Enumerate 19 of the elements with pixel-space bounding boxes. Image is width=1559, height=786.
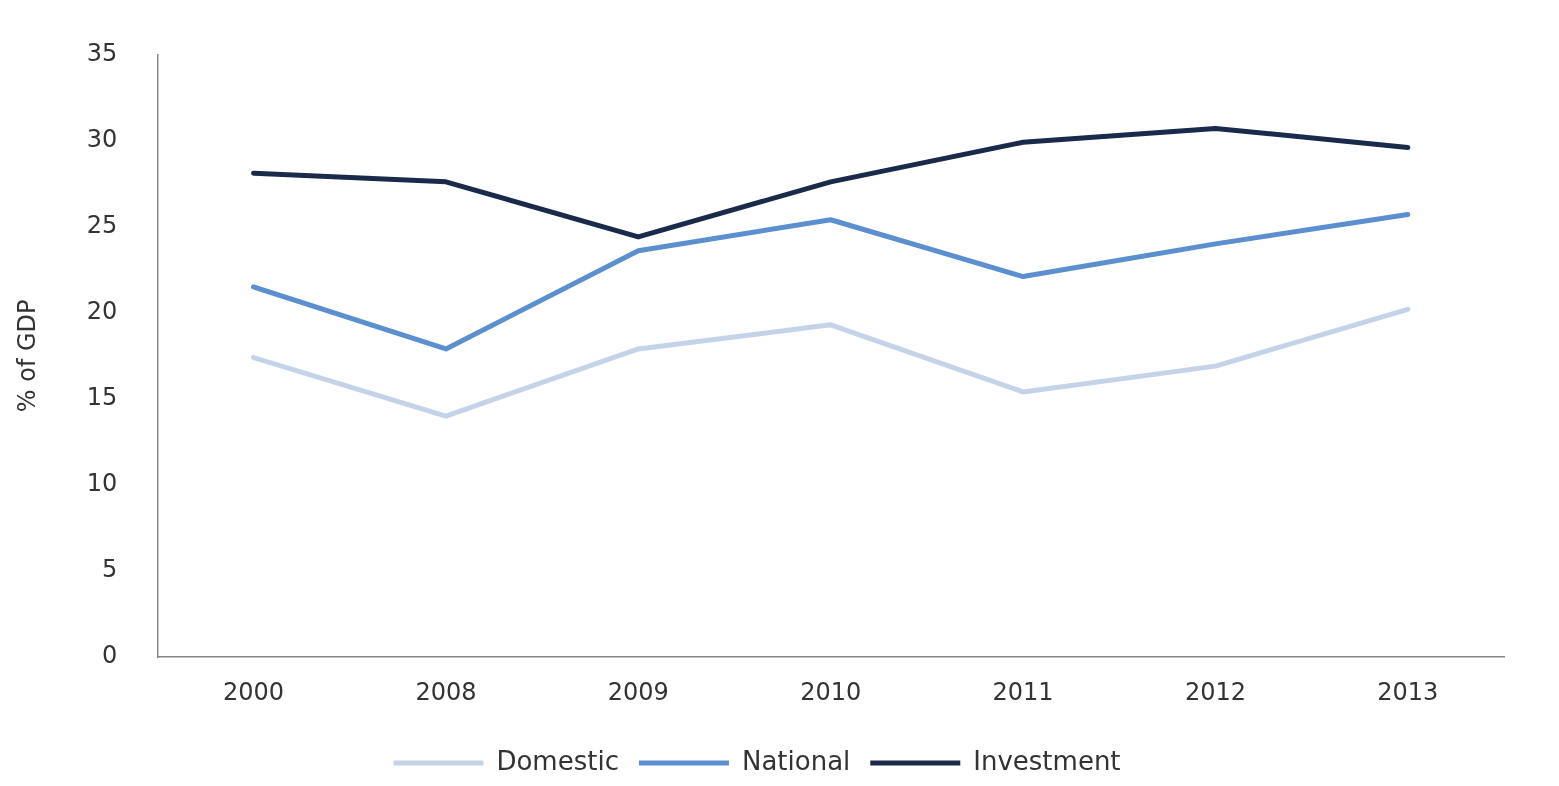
x-tick-label: 2010 (800, 677, 862, 706)
y-tick-label: 10 (86, 469, 118, 498)
y-tick-label: 35 (86, 38, 118, 67)
legend-label: Investment (973, 745, 1121, 776)
y-tick-label: 20 (86, 296, 118, 325)
legend-label: Domestic (496, 745, 619, 776)
x-tick-label: 2013 (1377, 677, 1439, 706)
y-tick-label: 5 (102, 555, 118, 584)
y-tick-label: 0 (102, 641, 118, 670)
x-tick-label: 2009 (607, 677, 669, 706)
y-tick-label: 15 (86, 383, 118, 412)
x-tick-label: 2008 (415, 677, 477, 706)
x-tick-label: 2012 (1184, 677, 1246, 706)
y-axis-title: % of GDP (12, 299, 41, 413)
y-tick-label: 30 (86, 124, 118, 153)
y-tick-label: 25 (86, 210, 118, 239)
x-tick-label: 2000 (222, 677, 285, 706)
legend-label: National (741, 745, 851, 776)
x-tick-label: 2011 (992, 677, 1054, 706)
